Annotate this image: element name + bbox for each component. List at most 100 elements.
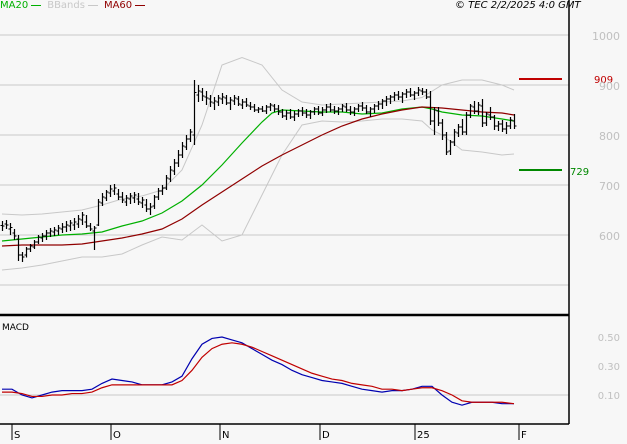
ohlc-bar [396, 91, 401, 100]
ohlc-bar [312, 107, 317, 115]
legend-bbands-swatch [87, 5, 98, 6]
ohlc-bar [204, 91, 209, 105]
ohlc-bar [480, 99, 485, 127]
x-tick-label: F [521, 430, 527, 440]
ohlc-bar [140, 197, 145, 208]
ohlc-bar [500, 120, 505, 132]
ohlc-bar [108, 185, 113, 197]
macd-pane: 0.50 0.30 0.10 [0, 333, 620, 406]
ohlc-bar [356, 104, 361, 112]
ohlc-bar [68, 220, 73, 231]
ohlc-bar [320, 107, 325, 116]
ohlc-bar [28, 244, 33, 252]
ohlc-bar [292, 111, 297, 121]
ohlc-bar [172, 159, 177, 175]
x-tick-label: 25 [417, 430, 430, 440]
ohlc-bar [220, 93, 225, 104]
ohlc-bar [300, 107, 305, 116]
ohlc-bar [132, 192, 137, 203]
ohlc-bar [284, 110, 289, 120]
time-x-axis: S O N D 25 F [11, 424, 527, 441]
legend-bbands-label: BBands [47, 0, 85, 11]
ohlc-bar [324, 104, 329, 113]
legend-ma20-label: MA20 [0, 0, 29, 11]
ohlc-bar [416, 87, 421, 96]
ohlc-bar [60, 223, 65, 233]
ohlc-bar [64, 221, 69, 232]
ohlc-bar [412, 91, 417, 100]
ohlc-bar [304, 109, 309, 118]
ohlc-bar [56, 225, 61, 235]
ohlc-bar [148, 203, 153, 215]
ohlc-bar [168, 166, 173, 182]
ohlc-bar [340, 104, 345, 112]
legend-ma60[interactable]: MA60 [103, 0, 146, 11]
ohlc-bar [288, 109, 293, 119]
ohlc-bar [392, 92, 397, 101]
ohlc-bar [244, 98, 249, 107]
ohlc-bar [296, 109, 301, 117]
ohlc-bar [428, 91, 433, 125]
ohlc-bar [212, 97, 217, 110]
ohlc-bar [116, 189, 121, 200]
ohlc-bar [128, 193, 133, 204]
ohlc-bar [348, 106, 353, 115]
ohlc-bar [80, 212, 85, 225]
ohlc-bar [104, 190, 109, 201]
ohlc-bar [420, 88, 425, 95]
ohlc-bar [216, 95, 221, 106]
ohlc-bar [272, 104, 277, 112]
ohlc-bar [508, 117, 513, 129]
ohlc-bar [388, 95, 393, 104]
ohlc-bar [424, 89, 429, 99]
ohlc-bar [444, 132, 449, 155]
ohlc-bar [468, 104, 473, 118]
ohlc-bar [156, 188, 161, 200]
ohlc-bar [352, 107, 357, 116]
ohlc-bar [44, 230, 49, 240]
ohlc-bar [12, 229, 17, 240]
ohlc-bar [276, 105, 281, 115]
ohlc-bar [96, 199, 101, 226]
ohlc-bar [448, 140, 453, 155]
ohlc-bar [160, 185, 165, 195]
ohlc-bar [252, 104, 257, 112]
legend-bbands[interactable]: BBands [47, 0, 98, 11]
ohlc-bar [440, 119, 445, 140]
ohlc-bar [88, 223, 93, 231]
ohlc-bar [24, 247, 29, 258]
ohlc-bar [264, 105, 269, 114]
ohlc-bar [0, 221, 5, 231]
support-label: 729 [570, 167, 589, 178]
ohlc-bar [436, 107, 441, 126]
bb-lower-line [1, 118, 515, 271]
price-axis-label: 600 [599, 230, 620, 243]
signal-line [2, 342, 515, 405]
ohlc-bar [72, 218, 77, 230]
macd-axis-label: 0.30 [598, 362, 620, 373]
legend-ma60-swatch [135, 5, 146, 6]
ohlc-bar [400, 92, 405, 103]
ohlc-bar [256, 107, 261, 113]
ohlc-bar [232, 95, 237, 105]
support-resistance-levels: 909 729 [519, 75, 613, 178]
ohlc-bar [192, 80, 197, 145]
ohlc-bar [240, 99, 245, 109]
ohlc-bar [76, 215, 81, 228]
copyright-timestamp: © TEC 2/2/2025 4:0 GMT [455, 0, 581, 11]
price-axis-label: 700 [599, 180, 620, 193]
x-tick-label: S [14, 430, 20, 440]
ohlc-bar [384, 96, 389, 106]
ohlc-bar [332, 106, 337, 114]
ohlc-bar [40, 233, 45, 242]
legend-ma20[interactable]: MA20 [0, 0, 42, 11]
ohlc-bar [432, 107, 437, 135]
ohlc-bar [112, 184, 117, 195]
legend-ma60-label: MA60 [103, 0, 133, 11]
x-tick-label: N [222, 430, 229, 440]
ohlc-bar [452, 129, 457, 146]
ohlc-bar [224, 95, 229, 105]
ohlc-bars [0, 80, 517, 262]
ohlc-bar [476, 102, 481, 115]
